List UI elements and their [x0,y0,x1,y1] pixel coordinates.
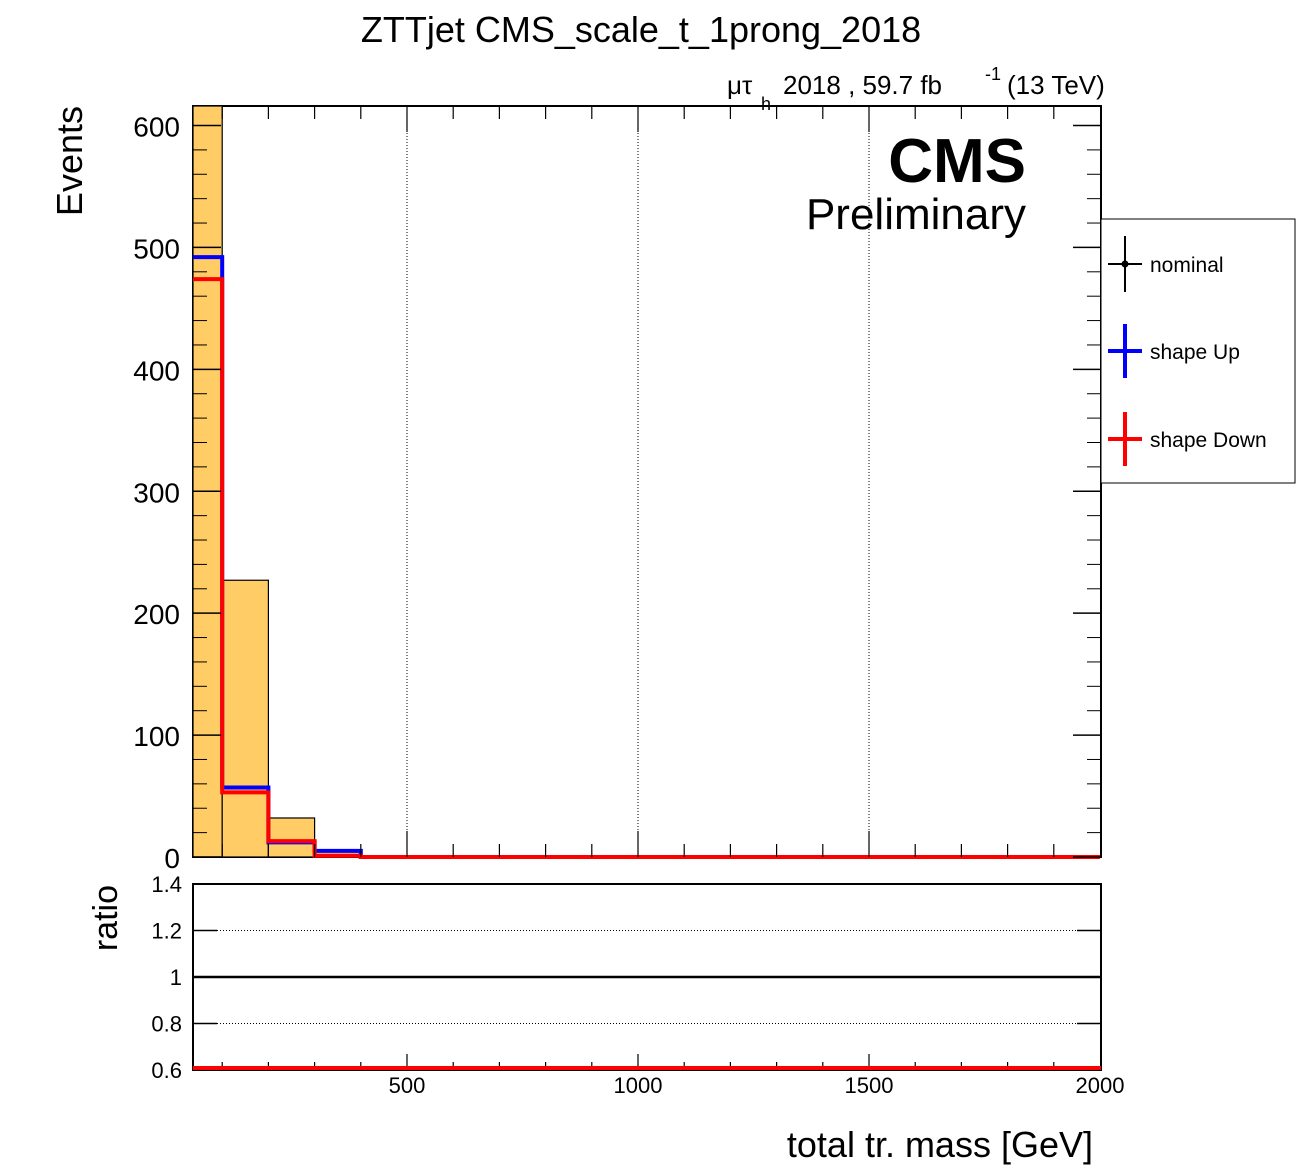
channel-subscript: h [761,94,771,114]
y-tick-label-4: 400 [133,355,180,386]
y-tick-label-5: 500 [133,233,180,264]
main-grid [406,106,870,857]
lumi-label: 2018 , 59.7 fb [783,70,942,100]
y-tick-label-0: 0 [164,843,180,874]
legend-label-shape-down: shape Down [1150,429,1267,452]
x-tick-label-3: 2000 [1076,1073,1125,1098]
bar-nominal-2 [267,817,316,858]
y-tick-label-1: 100 [133,721,180,752]
ratio-layer: 0.6 0.8 1 1.2 1.4 500 1000 1500 2000 [151,872,1124,1098]
x-tick-label-0: 500 [389,1073,426,1098]
series-line-shape-up [193,255,1100,859]
y-tick-label-3: 300 [133,477,180,508]
lumi-exponent: -1 [985,64,1001,84]
y-axis-label: Events [49,106,90,216]
bar-nominal-0 [192,105,223,858]
ratio-tick-label-0: 0.6 [151,1058,182,1083]
chart-title: ZTTjet CMS_scale_t_1prong_2018 [361,9,921,50]
cms-preliminary-label: Preliminary [806,190,1026,239]
legend-label-shape-up: shape Up [1150,341,1240,364]
series-line-shape-down [193,277,1100,859]
ratio-tick-label-4: 1.4 [151,872,182,897]
bar-nominal-1 [221,579,269,858]
histogram-layer [192,105,1100,859]
y-tick-label-2: 200 [133,599,180,630]
x-axis-label: total tr. mass [GeV] [787,1124,1093,1165]
legend: nominal shape Up shape Down [1100,218,1296,484]
x-tick-label-1: 1000 [614,1073,663,1098]
legend-marker-nominal-dot [1121,260,1129,268]
ratio-tick-label-1: 0.8 [151,1012,182,1037]
ratio-tick-label-3: 1.2 [151,919,182,944]
cms-label: CMS [888,127,1026,196]
y-tick-label-6: 600 [133,112,180,143]
legend-entry-shape-down: shape Down [1108,412,1267,466]
main-axis-ticks: 0 100 200 300 400 500 600 [133,106,1101,874]
ratio-axis-label: ratio [87,885,125,951]
legend-label-nominal: nominal [1150,254,1224,277]
legend-entry-nominal: nominal [1108,236,1224,292]
energy-label: (13 TeV) [1007,70,1105,100]
legend-entry-shape-up: shape Up [1108,324,1240,378]
channel-label: μτ [727,70,753,100]
ratio-tick-label-2: 1 [170,965,182,990]
x-tick-label-2: 1500 [845,1073,894,1098]
